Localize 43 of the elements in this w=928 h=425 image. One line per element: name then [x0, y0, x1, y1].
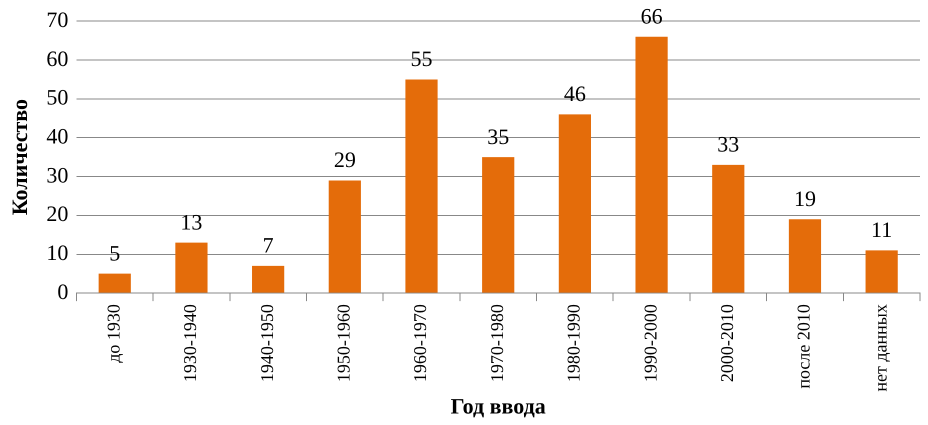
data-label: 19 [794, 186, 816, 212]
x-axis-title: Год ввода [450, 393, 546, 418]
data-label: 13 [180, 209, 202, 234]
bar [98, 274, 131, 293]
bar [252, 266, 284, 293]
data-label: 35 [487, 124, 510, 149]
x-tick-label: 1950-1960 [334, 304, 354, 382]
y-tick-label: 40 [46, 124, 68, 149]
y-tick-label: 30 [46, 162, 68, 188]
bar [558, 114, 591, 293]
bar [405, 79, 438, 293]
bar [635, 36, 668, 293]
data-label: 46 [564, 81, 586, 106]
x-tick-label: 1930-1940 [180, 304, 200, 382]
data-label: 5 [109, 240, 120, 266]
y-tick-label: 50 [46, 84, 68, 110]
bar [788, 219, 822, 293]
x-tick-label: 1960-1970 [410, 304, 430, 382]
x-tick-label: 2000-2010 [717, 304, 738, 382]
data-label: 33 [717, 132, 740, 157]
y-tick-label: 20 [46, 201, 68, 226]
x-tick-label: 1990-2000 [640, 304, 660, 382]
data-label: 7 [262, 232, 274, 258]
y-tick-label: 10 [46, 240, 68, 266]
data-label: 55 [410, 46, 433, 72]
bar [482, 157, 514, 293]
bar [175, 242, 208, 293]
bar [328, 180, 361, 293]
bar [712, 164, 744, 293]
y-tick-label: 60 [46, 46, 68, 71]
x-tick-label: 1970-1980 [486, 304, 507, 382]
bar [866, 250, 898, 293]
y-axis-title: Количество [6, 98, 32, 216]
y-tick-label: 70 [46, 6, 68, 32]
y-tick-label: 0 [57, 278, 68, 304]
data-label: 66 [640, 4, 663, 29]
x-tick-label: после 2010 [794, 304, 814, 389]
data-label: 11 [871, 217, 892, 242]
x-tick-label: 1940-1950 [256, 304, 277, 382]
x-tick-label: 1980-1990 [564, 304, 584, 382]
data-label: 29 [334, 147, 356, 172]
x-tick-label: нет данных [870, 304, 890, 392]
x-tick-label: до 1930 [103, 304, 124, 363]
